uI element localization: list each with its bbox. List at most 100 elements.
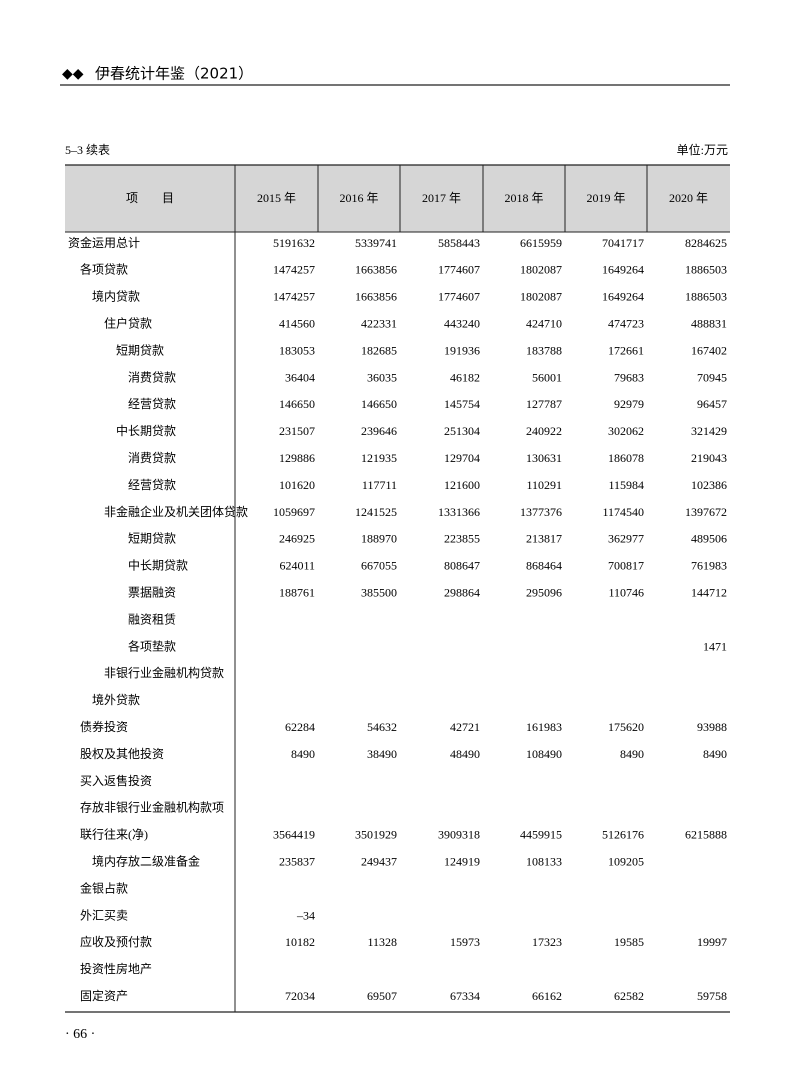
row-label: 股权及其他投资 [80, 746, 164, 761]
cell: 302062 [608, 424, 644, 438]
cell: 424710 [526, 316, 562, 330]
row-label: 经营贷款 [128, 478, 176, 492]
row-label: 资金运用总计 [68, 235, 140, 250]
cell: 1377376 [520, 505, 562, 519]
row-label: 中长期贷款 [128, 558, 188, 573]
row-label: 买入返售投资 [80, 773, 152, 788]
cell: 10182 [285, 935, 315, 949]
cell: 1886503 [685, 290, 727, 304]
cell: 231507 [279, 424, 315, 438]
row-label: 短期贷款 [116, 343, 164, 357]
cell: 188970 [361, 532, 397, 546]
cell: 1174540 [602, 505, 644, 519]
cell: 868464 [526, 559, 562, 573]
cell: 5126176 [602, 828, 644, 842]
cell: 175620 [608, 720, 644, 734]
cell: 59758 [697, 989, 727, 1003]
cell: 1474257 [273, 263, 315, 277]
cell: 5339741 [355, 236, 397, 250]
cell: 183053 [279, 343, 315, 357]
cell: 48490 [450, 747, 480, 761]
cell: 240922 [526, 424, 562, 438]
cell: 124919 [444, 854, 480, 868]
cell: 1802087 [520, 263, 562, 277]
row-label: 固定资产 [80, 988, 128, 1003]
row-label: 各项垫款 [128, 638, 176, 653]
cell: 8490 [291, 747, 315, 761]
cell: 110291 [526, 478, 562, 492]
cell: 109205 [608, 854, 644, 868]
cell: 72034 [285, 989, 315, 1003]
cell: 251304 [444, 424, 480, 438]
row-label: 债券投资 [80, 719, 128, 734]
cell: 191936 [444, 343, 480, 357]
cell: 172661 [608, 343, 644, 357]
row-label: 投资性房地产 [80, 961, 152, 976]
cell: 19997 [697, 935, 727, 949]
cell: 146650 [361, 397, 397, 411]
cell: 443240 [444, 316, 480, 330]
cell: 8284625 [685, 236, 727, 250]
cell: 56001 [532, 370, 562, 384]
cell: 474723 [608, 316, 644, 330]
cell: 54632 [367, 720, 397, 734]
cell: 92979 [614, 397, 644, 411]
unit: 单位:万元 [677, 142, 728, 157]
cell: –34 [296, 908, 315, 922]
cell: 15973 [450, 935, 480, 949]
cell: 1774607 [438, 290, 480, 304]
column-header: 2016 年 [339, 191, 378, 205]
cell: 6215888 [685, 828, 727, 842]
cell: 144712 [691, 585, 727, 599]
cell: 70945 [697, 370, 727, 384]
cell: 624011 [279, 559, 315, 573]
cell: 110746 [608, 585, 644, 599]
cell: 1774607 [438, 263, 480, 277]
cell: 38490 [367, 747, 397, 761]
cell: 223855 [444, 532, 480, 546]
cell: 11328 [367, 935, 397, 949]
row-label: 票据融资 [128, 585, 176, 599]
row-label: 境内贷款 [92, 289, 140, 304]
cell: 213817 [526, 532, 562, 546]
row-label: 融资租赁 [128, 612, 176, 626]
table-label: 5–3 续表 [65, 143, 110, 157]
column-header: 2018 年 [504, 191, 543, 205]
cell: 321429 [691, 424, 727, 438]
cell: 1663856 [355, 290, 397, 304]
row-label: 应收及预付款 [80, 934, 152, 949]
cell: 6615959 [520, 236, 562, 250]
cell: 62284 [285, 720, 315, 734]
cell: 146650 [279, 397, 315, 411]
cell: 219043 [691, 451, 727, 465]
cell: 36404 [285, 370, 315, 384]
cell: 62582 [614, 989, 644, 1003]
row-label: 短期贷款 [128, 532, 176, 546]
cell: 249437 [361, 854, 397, 868]
header-title: 伊春统计年鉴（2021） [95, 65, 253, 83]
cell: 36035 [367, 370, 397, 384]
cell: 101620 [279, 478, 315, 492]
cell: 808647 [444, 559, 480, 573]
cell: 1241525 [355, 505, 397, 519]
cell: 115984 [608, 478, 644, 492]
column-header: 2017 年 [422, 191, 461, 205]
cell: 69507 [367, 989, 397, 1003]
cell: 129704 [444, 451, 480, 465]
column-header: 2020 年 [669, 191, 708, 205]
page-number: · 66 · [65, 1027, 95, 1042]
cell: 129886 [279, 451, 315, 465]
cell: 1397672 [685, 505, 727, 519]
cell: 17323 [532, 935, 562, 949]
cell: 188761 [279, 585, 315, 599]
cell: 1649264 [602, 263, 644, 277]
cell: 183788 [526, 343, 562, 357]
cell: 121600 [444, 478, 480, 492]
cell: 3564419 [273, 828, 315, 842]
cell: 8490 [703, 747, 727, 761]
cell: 93988 [697, 720, 727, 734]
cell: 127787 [526, 397, 562, 411]
row-label: 经营贷款 [128, 397, 176, 411]
cell: 1649264 [602, 290, 644, 304]
